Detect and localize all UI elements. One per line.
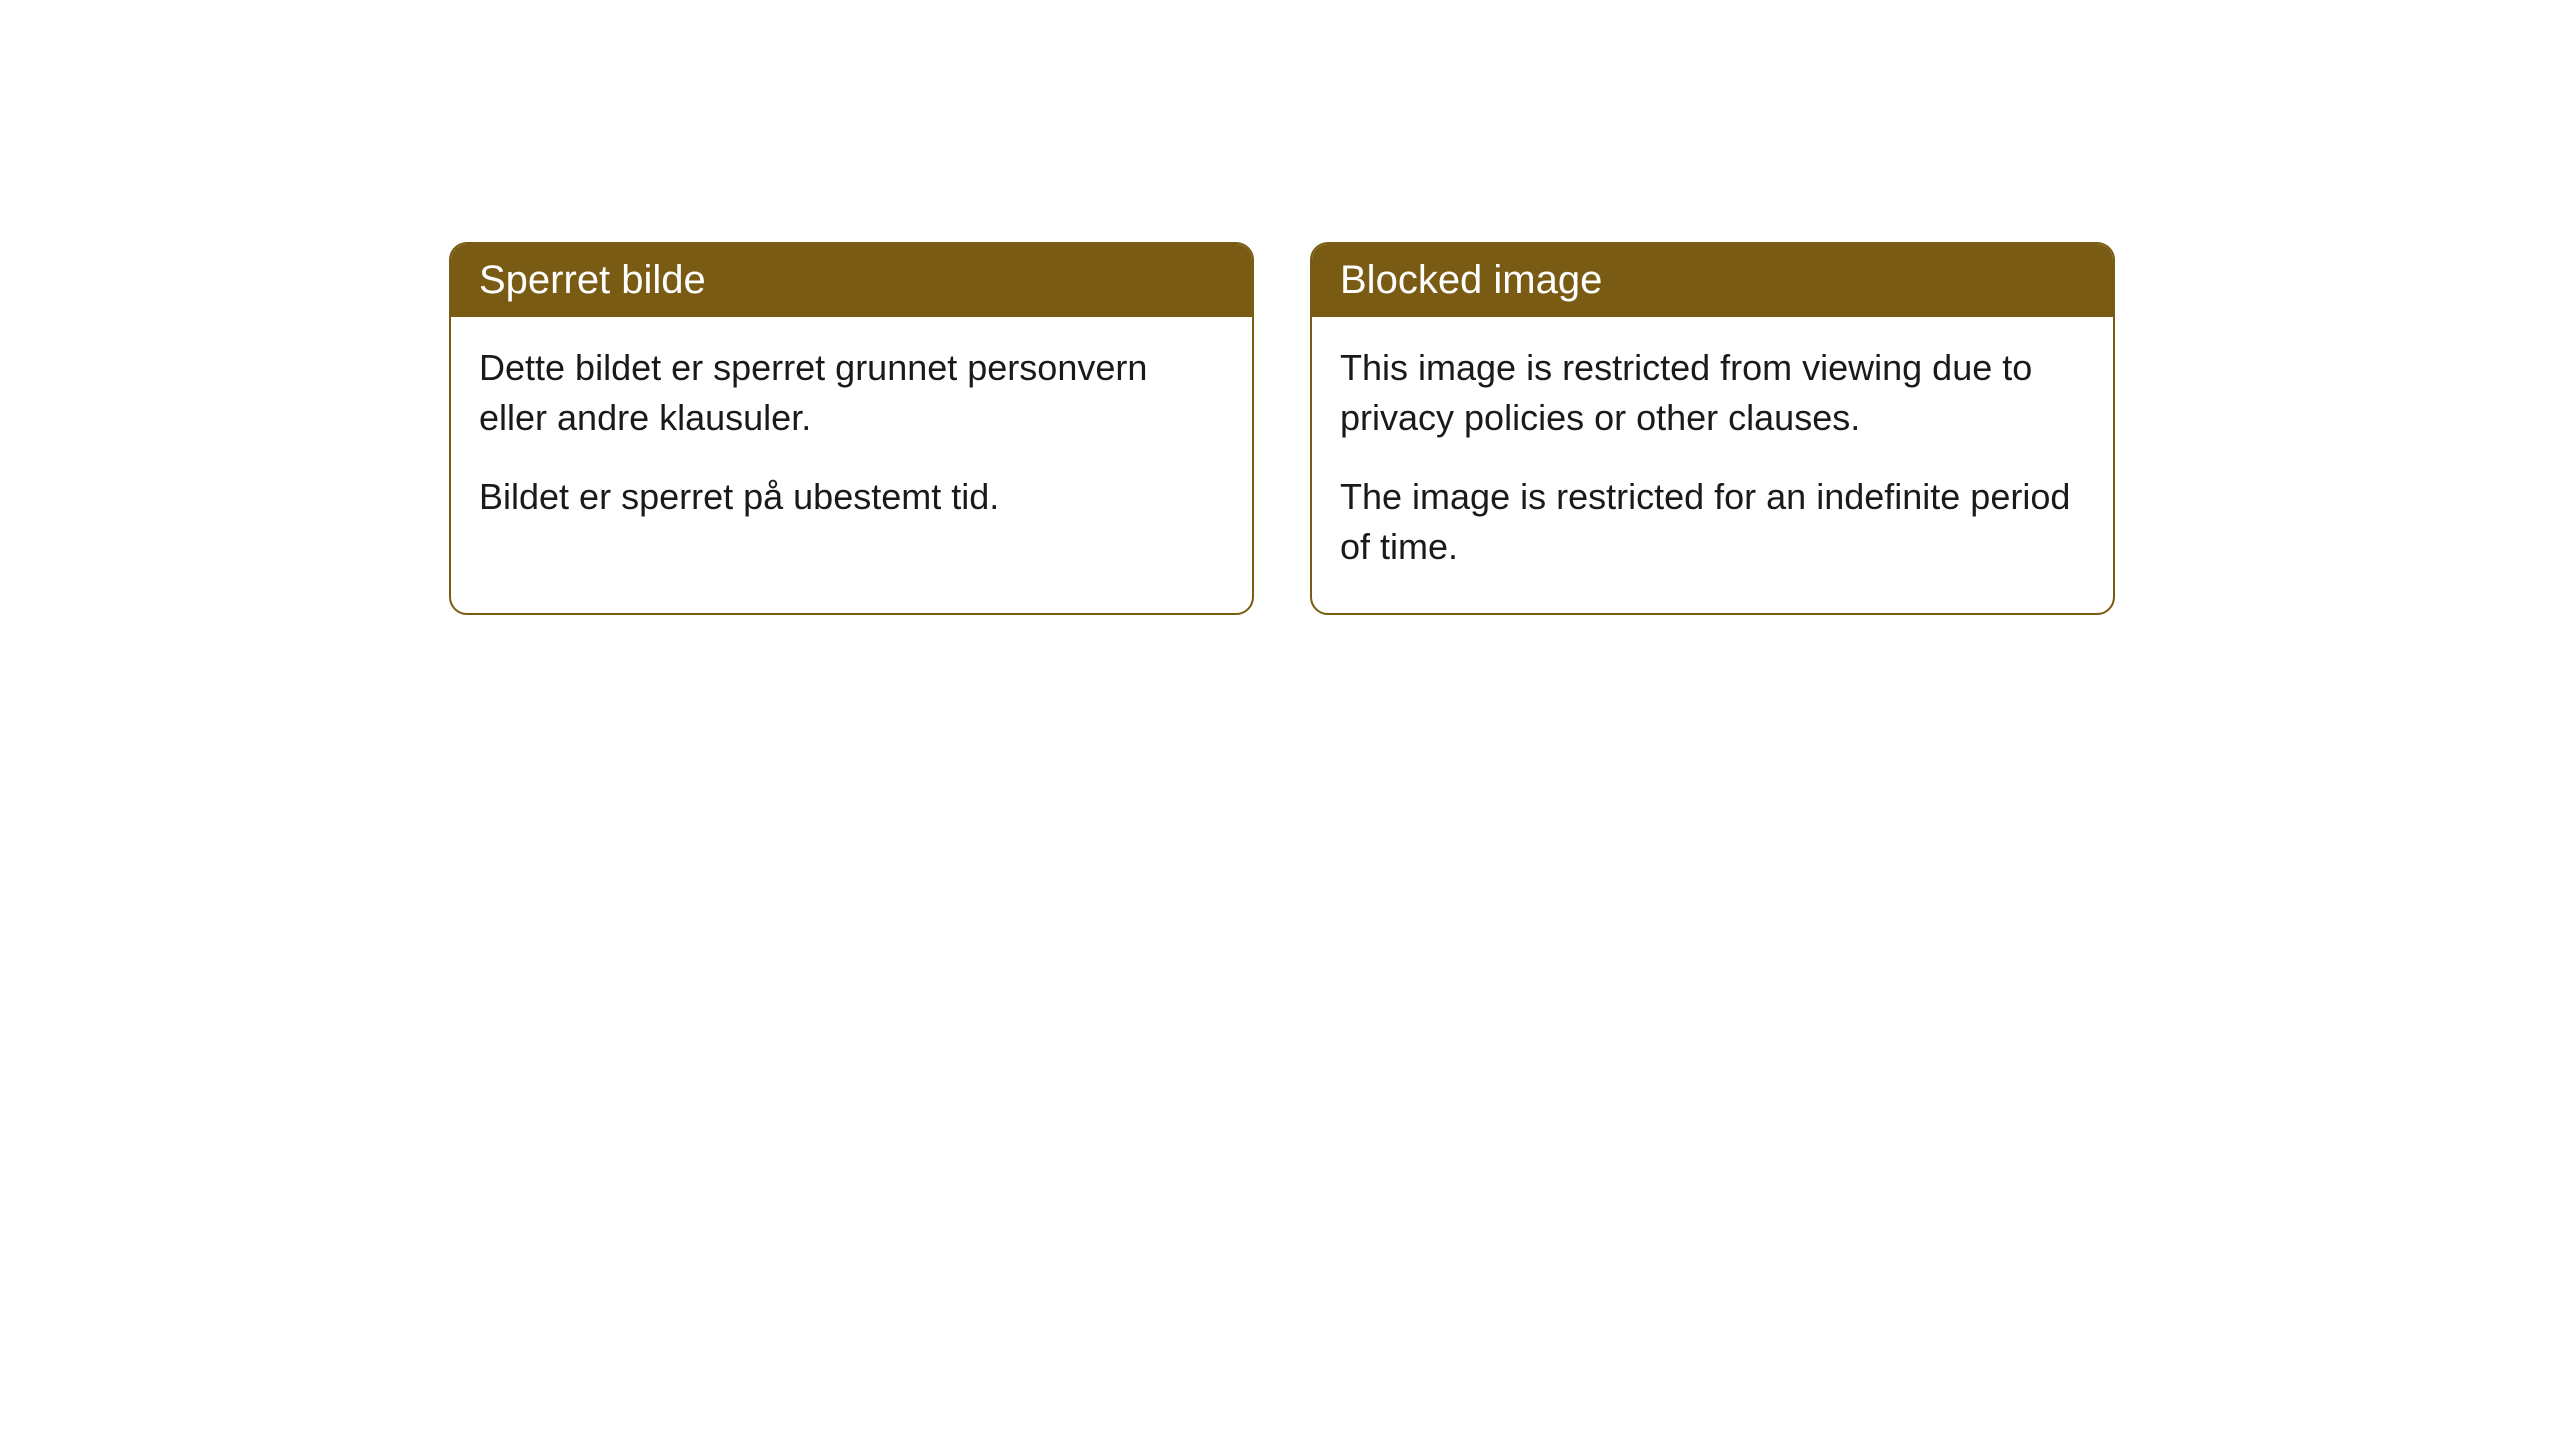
notice-cards-container: Sperret bilde Dette bildet er sperret gr…	[0, 0, 2560, 615]
card-header-english: Blocked image	[1312, 244, 2113, 317]
card-paragraph: Bildet er sperret på ubestemt tid.	[479, 472, 1224, 522]
card-title: Sperret bilde	[479, 258, 706, 302]
card-body-english: This image is restricted from viewing du…	[1312, 317, 2113, 613]
card-header-norwegian: Sperret bilde	[451, 244, 1252, 317]
notice-card-english: Blocked image This image is restricted f…	[1310, 242, 2115, 615]
card-paragraph: This image is restricted from viewing du…	[1340, 343, 2085, 444]
notice-card-norwegian: Sperret bilde Dette bildet er sperret gr…	[449, 242, 1254, 615]
card-paragraph: Dette bildet er sperret grunnet personve…	[479, 343, 1224, 444]
card-paragraph: The image is restricted for an indefinit…	[1340, 472, 2085, 573]
card-title: Blocked image	[1340, 258, 1602, 302]
card-body-norwegian: Dette bildet er sperret grunnet personve…	[451, 317, 1252, 562]
